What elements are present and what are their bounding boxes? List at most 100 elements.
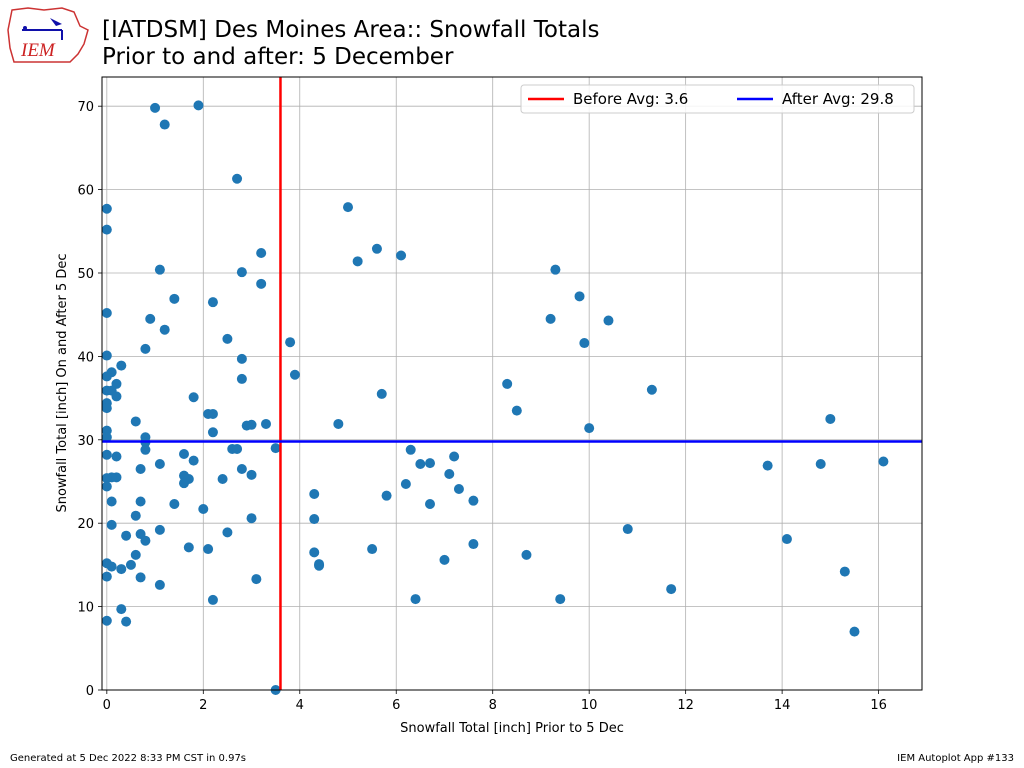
scatter-point: [101, 403, 112, 414]
scatter-point: [140, 444, 151, 455]
footer-generated-text: Generated at 5 Dec 2022 8:33 PM CST in 0…: [10, 753, 247, 764]
x-tick-label: 14: [774, 698, 791, 713]
scatter-point: [101, 224, 112, 235]
scatter-point: [603, 315, 614, 326]
x-tick-label: 0: [103, 698, 111, 713]
scatter-point: [169, 499, 180, 510]
scatter-point: [622, 524, 633, 535]
scatter-point: [222, 527, 233, 538]
scatter-point: [111, 391, 122, 402]
scatter-point: [198, 504, 209, 515]
scatter-point: [449, 451, 460, 462]
scatter-point: [101, 432, 112, 443]
scatter-point: [101, 371, 112, 382]
scatter-point: [106, 519, 117, 530]
scatter-point: [246, 469, 257, 480]
scatter-point: [121, 530, 132, 541]
scatter-point: [762, 460, 773, 471]
scatter-point: [646, 384, 657, 395]
scatter-point: [371, 243, 382, 254]
scatter-point: [159, 119, 170, 130]
scatter-point: [289, 369, 300, 380]
scatter-point: [232, 443, 243, 454]
scatter-point: [400, 478, 411, 489]
scatter-point: [116, 360, 127, 371]
scatter-point: [106, 496, 117, 507]
scatter-point: [154, 579, 165, 590]
legend: Before Avg: 3.6 After Avg: 29.8: [520, 84, 915, 114]
legend-label-before: Before Avg: 3.6: [573, 90, 688, 108]
legend-box: [520, 84, 915, 114]
scatter-point: [444, 468, 455, 479]
scatter-point: [101, 615, 112, 626]
x-axis-label: Snowfall Total [inch] Prior to 5 Dec: [400, 721, 624, 736]
scatter-point: [550, 264, 561, 275]
scatter-point: [333, 418, 344, 429]
scatter-point: [468, 495, 479, 506]
y-tick-label: 10: [77, 601, 94, 616]
scatter-point: [376, 388, 387, 399]
scatter-point: [111, 451, 122, 462]
plot-frame: [101, 76, 923, 691]
y-tick-label: 30: [77, 434, 94, 449]
scatter-point: [521, 549, 532, 560]
scatter-point: [270, 443, 281, 454]
scatter-point: [256, 247, 267, 258]
scatter-point: [159, 324, 170, 335]
scatter-point: [309, 514, 320, 525]
y-tick-label: 20: [77, 517, 94, 532]
scatter-point: [584, 423, 595, 434]
scatter-point: [140, 535, 151, 546]
scatter-point: [188, 392, 199, 403]
scatter-point: [236, 267, 247, 278]
scatter-point: [150, 102, 161, 113]
scatter-point: [246, 419, 257, 430]
scatter-point: [579, 338, 590, 349]
x-tick-label: 2: [199, 698, 207, 713]
x-axis-ticks: 0 2 4 6 8 10 12 14 16: [103, 690, 887, 713]
scatter-point: [849, 626, 860, 637]
scatter-point: [425, 499, 435, 510]
y-axis-label: Snowfall Total [inch] On and After 5 Dec: [55, 253, 70, 512]
legend-label-after: After Avg: 29.8: [782, 90, 894, 108]
scatter-point: [343, 202, 353, 213]
scatter-point: [666, 584, 677, 595]
scatter-point: [232, 173, 243, 184]
scatter-point: [179, 478, 189, 489]
scatter-points: [101, 100, 889, 695]
scatter-point: [207, 594, 218, 605]
scatter-point: [179, 448, 189, 459]
scatter-point: [154, 458, 165, 469]
scatter-point: [256, 278, 267, 289]
scatter-point: [121, 616, 132, 627]
scatter-point: [125, 559, 136, 570]
scatter-point: [502, 378, 513, 389]
scatter-point: [425, 458, 435, 469]
plot-area: 0 2 4 6 8 10 12 14 16 0 10 20 30 40 50 60 70: [77, 76, 923, 713]
scatter-point: [396, 250, 407, 261]
scatter-point: [314, 560, 325, 571]
scatter-point: [309, 547, 320, 558]
scatter-point: [101, 571, 112, 582]
scatter-point: [183, 542, 194, 553]
scatter-point: [101, 481, 112, 492]
y-axis-ticks: 0 10 20 30 40 50 60 70: [77, 100, 102, 699]
scatter-point: [203, 544, 214, 555]
scatter-point: [135, 496, 146, 507]
scatter-point: [468, 539, 479, 550]
scatter-point: [878, 456, 889, 467]
scatter-point: [261, 418, 271, 429]
scatter-point: [405, 444, 416, 455]
scatter-point: [381, 490, 392, 501]
scatter-point: [101, 350, 112, 361]
x-tick-label: 10: [581, 698, 598, 713]
scatter-point: [116, 564, 127, 575]
scatter-point: [246, 513, 257, 524]
scatter-point: [130, 416, 141, 427]
scatter-point: [135, 572, 146, 583]
logo-text: IEM: [20, 40, 56, 61]
scatter-point: [222, 333, 233, 344]
average-lines: [102, 77, 922, 690]
scatter-point: [839, 566, 850, 577]
